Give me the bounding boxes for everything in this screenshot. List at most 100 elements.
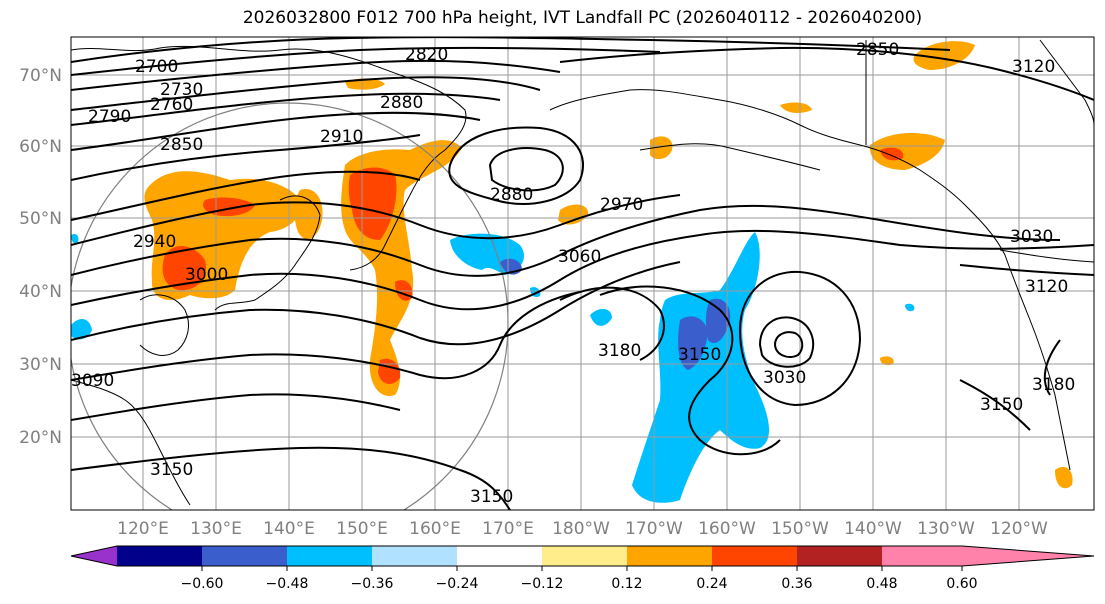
- lon-label: 120°W: [990, 519, 1048, 539]
- lon-label: 170°E: [482, 519, 534, 539]
- colorbar: −0.60 −0.48 −0.36 −0.24 −0.12 0.12 0.24 …: [70, 545, 1095, 592]
- ivt-blob-alaska: [869, 133, 945, 170]
- contour-2940: [71, 170, 421, 221]
- map-title: 2026032800 F012 700 hPa height, IVT Land…: [242, 8, 923, 28]
- contour-2790: [71, 76, 541, 111]
- ivt-neg-core-central: [678, 316, 708, 370]
- lon-label: 160°W: [698, 519, 756, 539]
- coast-korea: [139, 294, 189, 356]
- ivt-blob-bering: [650, 136, 673, 160]
- contour-2760: [71, 59, 561, 91]
- contour-label: 2820: [405, 45, 448, 65]
- lon-label: 180°W: [552, 519, 610, 539]
- contour-3060-ring: [738, 270, 862, 407]
- coast-kamchatka: [349, 194, 411, 271]
- contour-label: 3030: [1010, 227, 1053, 247]
- contour-label: 3180: [598, 341, 641, 361]
- ivt-neg-plume-central: [632, 232, 770, 503]
- colorbar-segment: [372, 546, 457, 566]
- colorbar-tick-label: −0.60: [181, 576, 224, 592]
- contour-3120: [71, 393, 401, 421]
- lat-label: 50°N: [19, 209, 62, 229]
- map-frame: [70, 36, 1095, 511]
- contour-2730: [71, 46, 661, 76]
- lon-label: 160°E: [409, 519, 461, 539]
- contour-2700: [71, 37, 951, 63]
- longitude-labels: 120°E 130°E 140°E 150°E 160°E 170°E 180°…: [117, 519, 1048, 539]
- contour-labels: 2700 2730 2760 2790 2820 2850 2850 2880 …: [71, 40, 1075, 507]
- distance-circle: [71, 102, 509, 510]
- contour-label: 3030: [763, 368, 806, 388]
- colorbar-segment: [712, 546, 797, 566]
- ivt-neg-blob-edge2: [71, 233, 79, 244]
- ivt-core-alaska: [880, 147, 904, 161]
- lon-label: 140°W: [844, 519, 902, 539]
- colorbar-segment: [457, 546, 542, 566]
- colorbar-tick-label: −0.24: [436, 576, 479, 592]
- border-us: [999, 249, 1094, 263]
- ivt-blob-mexico: [1055, 466, 1073, 489]
- contour-label: 3120: [1012, 57, 1055, 77]
- contour-label: 3150: [150, 460, 193, 480]
- contour-label: 2700: [135, 57, 178, 77]
- contour-label: 3060: [558, 247, 601, 267]
- contour-label: 2940: [133, 232, 176, 252]
- ivt-negative-shading: [71, 232, 915, 503]
- colorbar-tick-label: −0.12: [521, 576, 564, 592]
- contour-label: 2880: [490, 185, 533, 205]
- contour-label: 3150: [678, 345, 721, 365]
- lon-label: 150°W: [771, 519, 829, 539]
- lon-label: 130°E: [190, 519, 242, 539]
- contour-3150-central: [599, 285, 781, 456]
- coast-aleutians: [639, 143, 821, 171]
- contour-3030: [71, 229, 1094, 311]
- contour-label: 2790: [88, 107, 131, 127]
- contour-label: 2760: [150, 95, 193, 115]
- contour-2850-east: [559, 46, 1094, 101]
- colorbar-segment: [542, 546, 627, 566]
- contour-label: 3150: [470, 487, 513, 507]
- latitude-labels: 70°N 60°N 50°N 40°N 30°N 20°N: [19, 66, 62, 448]
- colorbar-segment: [287, 546, 372, 566]
- ivt-neg-blob-west: [590, 308, 612, 326]
- map-background: [71, 37, 1094, 510]
- contour-label: 2880: [380, 93, 423, 113]
- colorbar-segment: [882, 546, 962, 566]
- colorbar-tick-label: 0.48: [866, 576, 897, 592]
- lon-label: 140°E: [263, 519, 315, 539]
- contour-3090: [71, 291, 581, 381]
- lon-label: 170°W: [625, 519, 683, 539]
- contour-label: 2910: [320, 127, 363, 147]
- lon-label: 130°W: [917, 519, 975, 539]
- colorbar-segment: [627, 546, 712, 566]
- colorbar-tick-label: −0.36: [351, 576, 394, 592]
- colorbar-tick-label: 0.60: [946, 576, 977, 592]
- height-contours: [71, 37, 1094, 510]
- contour-label: 3000: [185, 265, 228, 285]
- coast-alaska-north: [549, 89, 861, 146]
- contour-label: 2730: [160, 80, 203, 100]
- contour-3150-east: [959, 379, 1031, 431]
- ivt-neg-blob-east: [905, 303, 915, 312]
- contour-3150: [71, 446, 511, 510]
- ivt-blob-arctic2: [780, 102, 812, 113]
- contour-3060: [71, 261, 681, 346]
- colorbar-extend-low: [71, 546, 117, 566]
- contour-2880-low: [448, 126, 585, 205]
- colorbar-tick-label: 0.24: [696, 576, 727, 592]
- coast-na-west: [859, 144, 1071, 471]
- lon-label: 120°E: [117, 519, 169, 539]
- lat-label: 60°N: [19, 137, 62, 157]
- contour-label: 3180: [1032, 375, 1075, 395]
- colorbar-tick-label: −0.48: [266, 576, 309, 592]
- contour-3180: [559, 286, 665, 361]
- contour-3000: [71, 204, 1061, 277]
- lat-label: 40°N: [19, 282, 62, 302]
- colorbar-segment: [797, 546, 882, 566]
- contour-label: 3150: [980, 395, 1023, 415]
- map-content: 2700 2730 2760 2790 2820 2850 2850 2880 …: [71, 37, 1094, 510]
- lon-label: 150°E: [336, 519, 388, 539]
- coast-china: [71, 379, 191, 506]
- colorbar-tick-label: 0.12: [611, 576, 642, 592]
